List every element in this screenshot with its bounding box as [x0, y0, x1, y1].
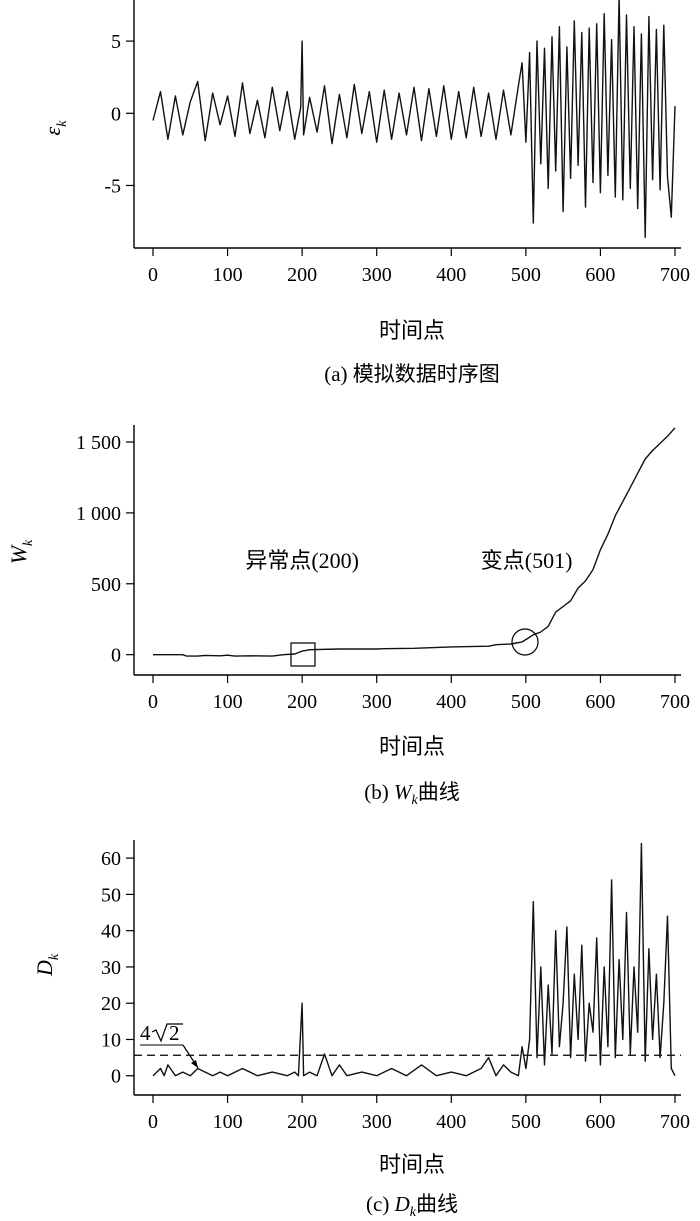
x-tick-label: 400	[436, 264, 466, 286]
x-tick-label: 700	[660, 1111, 690, 1133]
x-tick-label: 500	[511, 264, 541, 286]
panel-a-ticks: 0 100 200 300 400 500 600 700 -5 0 5	[104, 31, 690, 286]
y-tick-label: 500	[91, 574, 121, 596]
x-tick-label: 300	[362, 1111, 392, 1133]
panel-b-annotations: 异常点(200) 变点(501)	[245, 548, 572, 573]
x-tick-label: 300	[362, 264, 392, 286]
y-tick-label: 5	[111, 31, 121, 53]
y-tick-label: 10	[101, 1029, 121, 1051]
x-tick-label: 200	[287, 264, 317, 286]
x-tick-label: 100	[213, 264, 243, 286]
x-tick-label: 100	[213, 1111, 243, 1133]
x-tick-label: 200	[287, 1111, 317, 1133]
svg-text:4: 4	[140, 1021, 151, 1045]
panel-b-x-label: 时间点	[379, 734, 445, 759]
x-tick-label: 200	[287, 691, 317, 713]
panel-b-ticks: 0 100 200 300 400 500 600 700 0 500 1 000 1 500	[76, 432, 690, 713]
y-tick-label: 0	[111, 103, 121, 125]
panel-b-chart: 0 100 200 300 400 500 600 700 0 500 1 000 1 500 异常点…	[6, 425, 690, 808]
y-tick-label: 30	[101, 957, 121, 979]
x-tick-label: 600	[585, 1111, 615, 1133]
series-line	[153, 427, 676, 657]
anomaly-point-box	[290, 642, 316, 667]
svg-text:2: 2	[169, 1021, 180, 1045]
x-tick-label: 700	[660, 691, 690, 713]
annotation-label: 变点(501)	[481, 548, 573, 573]
panel-c-series	[152, 842, 676, 1077]
panel-c-caption: (c) Dk曲线	[366, 1192, 458, 1220]
x-tick-label: 0	[148, 264, 158, 286]
y-tick-label: 40	[101, 921, 121, 943]
x-tick-label: 100	[213, 691, 243, 713]
annotation-label: 异常点(200)	[245, 548, 359, 573]
x-tick-label: 700	[660, 264, 690, 286]
panel-c-x-label: 时间点	[379, 1152, 445, 1177]
panel-a-y-label: εk	[40, 120, 70, 136]
change-point-circle	[511, 628, 539, 656]
x-tick-label: 400	[436, 691, 466, 713]
y-tick-label: 0	[111, 1066, 121, 1088]
y-tick-label: 20	[101, 993, 121, 1015]
x-tick-label: 600	[585, 264, 615, 286]
x-tick-label: 400	[436, 1111, 466, 1133]
panel-b-y-label: Wk	[6, 539, 36, 564]
y-tick-label: 50	[101, 884, 121, 906]
panel-b-series	[153, 427, 676, 657]
y-tick-label: -5	[104, 175, 121, 197]
threshold-label: 4 2	[140, 1021, 199, 1069]
panel-a-series	[152, 0, 676, 239]
y-tick-label: 60	[101, 848, 121, 870]
panel-c-y-label: Dk	[32, 953, 62, 977]
threshold-arrow-head	[191, 1060, 198, 1068]
sqrt-symbol	[151, 1023, 183, 1043]
panel-a-chart: 0 100 200 300 400 500 600 700 -5 0 5 εk 时间点 (a) 模拟…	[40, 0, 690, 386]
y-tick-label: 0	[111, 645, 121, 667]
panel-a-x-label: 时间点	[379, 318, 445, 343]
panel-a-caption: (a) 模拟数据时序图	[324, 362, 500, 386]
x-tick-label: 0	[148, 691, 158, 713]
x-tick-label: 0	[148, 1111, 158, 1133]
series-line	[152, 0, 676, 239]
x-tick-label: 600	[585, 691, 615, 713]
panel-b-caption: (b) Wk曲线	[364, 780, 459, 808]
series-line	[152, 842, 676, 1077]
x-tick-label: 500	[511, 691, 541, 713]
y-tick-label: 1 500	[76, 432, 121, 454]
y-tick-label: 1 000	[76, 503, 121, 525]
panel-c-ticks: 0 100 200 300 400 500 600 700 0 10 20 30 40 50 60	[101, 848, 690, 1133]
x-tick-label: 300	[362, 691, 392, 713]
x-tick-label: 500	[511, 1111, 541, 1133]
